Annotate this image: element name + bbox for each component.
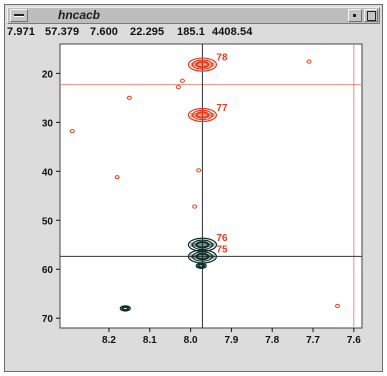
- minimize-icon: [353, 14, 356, 17]
- noise-contour: [196, 168, 202, 173]
- coordinate-readout: 7.971 57.379 7.600 22.295 185.1 4408.54: [7, 25, 380, 41]
- y-tick-label: 60: [42, 265, 54, 276]
- readout-value-x: 7.971: [7, 26, 36, 38]
- window-menu-button[interactable]: [10, 9, 28, 22]
- x-tick-label: 7.9: [224, 335, 238, 346]
- window-title: hncacb: [58, 8, 101, 22]
- y-tick-label: 70: [42, 314, 54, 325]
- spectrum-window: hncacb 7.971 57.379 7.600 22.295 185.1 4…: [4, 4, 383, 372]
- noise-contour: [306, 59, 312, 64]
- x-tick-label: 7.8: [265, 335, 279, 346]
- plot-area: [59, 43, 363, 329]
- noise-contour: [175, 84, 181, 90]
- noise-contour: [114, 175, 120, 180]
- x-tick-label: 7.7: [306, 335, 320, 346]
- x-tick-label: 8.1: [143, 335, 157, 346]
- readout-value-height: 4408.54: [212, 26, 253, 38]
- peak-label: 75: [216, 245, 228, 256]
- peak-contour: [121, 305, 130, 311]
- x-tick-label: 8.2: [102, 335, 116, 346]
- spectrum-canvas[interactable]: 8.2 8.1 8.0 7.9 7.8 7.7 7.6 20 30 40 50 60 70 78 77 767…: [18, 40, 366, 347]
- peak-contour: [187, 237, 218, 252]
- peak-label: 78: [216, 53, 228, 64]
- y-tick-label: 50: [42, 216, 54, 227]
- noise-contour: [179, 78, 185, 83]
- peak-contour: [195, 262, 207, 270]
- noise-contour: [69, 129, 75, 134]
- noise-contour: [192, 204, 198, 209]
- readout-value-intensity: 185.1: [177, 26, 206, 38]
- peak-core: [190, 254, 215, 259]
- peak-contour: [187, 57, 218, 72]
- peak-label: 76: [216, 233, 228, 244]
- peak-core: [190, 242, 215, 247]
- maximize-icon: [367, 11, 376, 21]
- minimize-button[interactable]: [348, 9, 362, 22]
- window-menu-icon: [14, 14, 24, 17]
- readout-value-y: 57.379: [45, 26, 80, 38]
- readout-value-cursor-y: 22.295: [130, 26, 165, 38]
- title-bar[interactable]: hncacb: [7, 7, 380, 24]
- noise-contour: [335, 303, 341, 309]
- y-tick-label: 30: [42, 118, 54, 129]
- x-tick-label: 8.0: [184, 335, 198, 346]
- peak-core: [190, 113, 215, 117]
- noise-contour: [126, 95, 132, 100]
- y-tick-label: 40: [42, 167, 54, 178]
- y-tick-label: 20: [42, 69, 54, 80]
- peak-contour: [119, 305, 131, 312]
- peak-core: [190, 62, 215, 67]
- peak-contour: [187, 107, 218, 123]
- readout-value-cursor-x: 7.600: [90, 26, 119, 38]
- x-tick-label: 7.6: [347, 335, 361, 346]
- peak-contour: [197, 263, 206, 269]
- maximize-button[interactable]: [364, 9, 378, 22]
- spectrum-plot[interactable]: 8.2 8.1 8.0 7.9 7.8 7.7 7.6 20 30 40 50 60 70 78 77 76 7…: [18, 40, 366, 347]
- peak-label: 77: [216, 103, 228, 114]
